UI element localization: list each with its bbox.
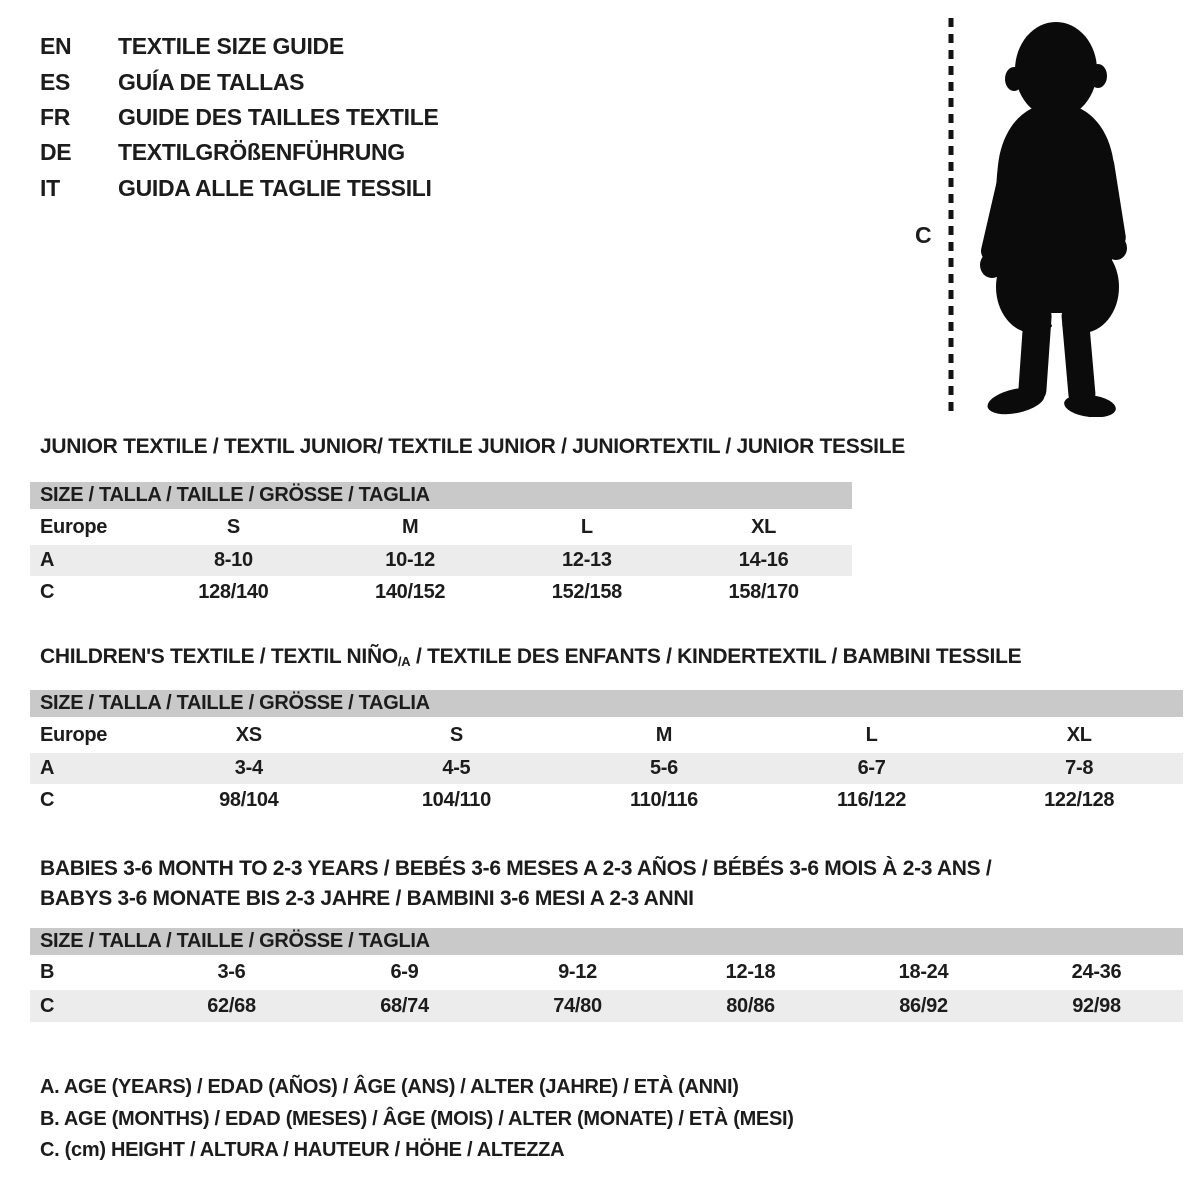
table-cell: 7-8: [1065, 757, 1094, 779]
size-header-band: SIZE / TALLA / TAILLE / GRÖSSE / TAGLIA: [30, 690, 1183, 717]
language-title: GUIDE DES TAILLES TEXTILE: [118, 103, 439, 130]
table-row: Europe S M L XL: [30, 509, 852, 545]
table-cell: 152/158: [551, 581, 623, 603]
measure-label-c: C: [915, 222, 932, 248]
table-cell: XS: [235, 723, 262, 746]
table-cell: 158/170: [728, 581, 800, 603]
language-title: GUÍA DE TALLAS: [118, 68, 305, 95]
junior-section-title: JUNIOR TEXTILE / TEXTIL JUNIOR/ TEXTILE …: [40, 435, 905, 458]
table-cell: 98/104: [219, 789, 279, 811]
table-cell: 10-12: [385, 549, 435, 571]
children-title-suffix: /A: [397, 654, 411, 669]
table-cell: 80/86: [726, 994, 775, 1017]
table-cell: 24-36: [1071, 961, 1122, 983]
language-code: DE: [40, 139, 72, 166]
table-cell: 8-10: [213, 549, 253, 571]
table-cell: 12-13: [562, 549, 612, 571]
table-cell: 140/152: [375, 581, 446, 603]
row-label: A: [40, 757, 55, 779]
size-header-band: SIZE / TALLA / TAILLE / GRÖSSE / TAGLIA: [30, 928, 1183, 955]
table-cell: 128/140: [198, 581, 269, 603]
children-section-title: CHILDREN'S TEXTILE / TEXTIL NIÑO/A / TEX…: [40, 645, 1022, 669]
footnote-c: C. (cm) HEIGHT / ALTURA / HAUTEUR / HÖHE…: [40, 1139, 565, 1161]
row-label: C: [40, 789, 55, 811]
table-cell: 6-7: [857, 757, 886, 779]
language-row: FR GUIDE DES TAILLES TEXTILE: [40, 100, 439, 135]
table-cell: M: [401, 515, 419, 538]
children-size-table: SIZE / TALLA / TAILLE / GRÖSSE / TAGLIA …: [30, 690, 1183, 817]
height-measure-dashed-line: [948, 18, 954, 418]
size-header-band: SIZE / TALLA / TAILLE / GRÖSSE / TAGLIA: [30, 482, 852, 509]
footnotes: A. AGE (YEARS) / EDAD (AÑOS) / ÂGE (ANS)…: [40, 1072, 794, 1167]
language-code: IT: [40, 174, 60, 201]
table-cell: 110/116: [629, 789, 698, 811]
language-row: IT GUIDA ALLE TAGLIE TESSILI: [40, 171, 439, 206]
table-cell: 14-16: [738, 549, 789, 571]
table-cell: 104/110: [421, 789, 491, 811]
language-title: TEXTILE SIZE GUIDE: [118, 33, 344, 60]
table-cell: 3-6: [217, 961, 246, 983]
height-figure: C: [905, 12, 1155, 422]
language-row: ES GUÍA DE TALLAS: [40, 64, 439, 99]
children-title-text: CHILDREN'S TEXTILE / TEXTIL NIÑO: [40, 645, 398, 668]
table-cell: 122/128: [1044, 789, 1115, 811]
table-cell: 68/74: [380, 994, 429, 1017]
table-cell: M: [655, 723, 673, 746]
table-row: A 3-4 4-5 5-6 6-7 7-8: [30, 753, 1183, 784]
row-label: A: [40, 549, 55, 571]
table-cell: XL: [1066, 723, 1092, 746]
footnote-b: B. AGE (MONTHS) / EDAD (MESES) / ÂGE (MO…: [40, 1107, 794, 1130]
row-label: C: [40, 994, 55, 1017]
language-row: DE TEXTILGRÖßENFÜHRUNG: [40, 135, 439, 170]
table-cell: L: [865, 723, 878, 746]
table-cell: 74/80: [553, 994, 602, 1017]
table-cell: 18-24: [898, 961, 949, 983]
table-cell: 116/122: [837, 789, 907, 811]
babies-section-title: BABIES 3-6 MONTH TO 2-3 YEARS / BEBÉS 3-…: [40, 854, 992, 914]
language-code: ES: [40, 68, 71, 95]
table-row: C 98/104 104/110 110/116 116/122 122/128: [30, 784, 1183, 817]
table-cell: 92/98: [1072, 994, 1121, 1017]
language-title: GUIDA ALLE TAGLIE TESSILI: [118, 174, 432, 201]
babies-size-table: SIZE / TALLA / TAILLE / GRÖSSE / TAGLIA …: [30, 928, 1183, 1022]
table-cell: 62/68: [207, 994, 256, 1017]
table-cell: L: [580, 515, 593, 538]
table-cell: S: [226, 515, 240, 538]
babies-title-line1: BABIES 3-6 MONTH TO 2-3 YEARS / BEBÉS 3-…: [40, 857, 992, 880]
table-cell: 12-18: [725, 961, 776, 983]
junior-size-table: SIZE / TALLA / TAILLE / GRÖSSE / TAGLIA …: [30, 482, 852, 609]
language-list: EN TEXTILE SIZE GUIDE ES GUÍA DE TALLAS …: [40, 29, 439, 206]
table-cell: 3-4: [234, 757, 263, 779]
table-row: C 62/68 68/74 74/80 80/86 86/92 92/98: [30, 990, 1183, 1022]
table-row: C 128/140 140/152 152/158 158/170: [30, 576, 852, 609]
language-row: EN TEXTILE SIZE GUIDE: [40, 29, 439, 64]
row-label: B: [40, 961, 55, 983]
row-label: Europe: [40, 723, 108, 746]
baby-silhouette-icon: [980, 22, 1127, 417]
table-row: A 8-10 10-12 12-13 14-16: [30, 545, 852, 576]
children-title-text: / TEXTILE DES ENFANTS / KINDERTEXTIL / B…: [410, 645, 1022, 668]
language-code: FR: [40, 103, 71, 130]
table-row: Europe XS S M L XL: [30, 717, 1183, 753]
table-cell: 6-9: [390, 961, 419, 983]
table-cell: S: [449, 723, 463, 746]
table-row: B 3-6 6-9 9-12 12-18 18-24 24-36: [30, 955, 1183, 990]
babies-title-line2: BABYS 3-6 MONATE BIS 2-3 JAHRE / BAMBINI…: [40, 887, 694, 910]
footnote-a: A. AGE (YEARS) / EDAD (AÑOS) / ÂGE (ANS)…: [40, 1076, 739, 1098]
table-cell: 4-5: [442, 757, 471, 779]
language-title: TEXTILGRÖßENFÜHRUNG: [118, 139, 405, 166]
row-label: C: [40, 581, 55, 603]
table-cell: XL: [751, 515, 777, 538]
table-cell: 86/92: [899, 994, 948, 1017]
row-label: Europe: [40, 515, 108, 538]
table-cell: 9-12: [558, 961, 597, 983]
table-cell: 5-6: [649, 757, 678, 779]
language-code: EN: [40, 33, 72, 60]
